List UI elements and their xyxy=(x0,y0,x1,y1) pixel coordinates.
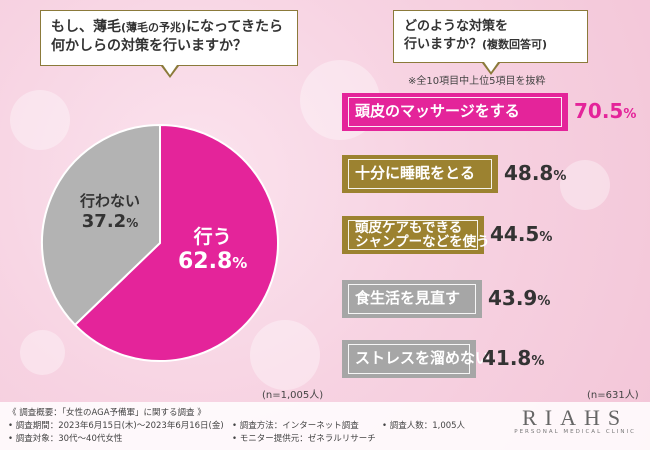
bar-item: 頭皮ケアもできる シャンプーなどを使う xyxy=(342,216,490,254)
bokeh-decoration xyxy=(560,160,610,210)
pie-slice-do xyxy=(73,123,279,362)
brand-logo: RIAHS PERSONAL MEDICAL CLINIC xyxy=(514,405,636,435)
right-question-line2b: (複数回答可) xyxy=(482,37,548,51)
bar-value: 44.5% xyxy=(490,222,552,246)
left-question-line1a: もし、薄毛 xyxy=(51,19,121,35)
bar-label-line: ストレスを溜めない xyxy=(355,349,491,368)
pie-slice-dont xyxy=(41,123,161,327)
bokeh-decoration xyxy=(10,90,70,150)
bar-label: ストレスを溜めない xyxy=(348,344,490,374)
pie-label-do-value: 62.8 xyxy=(178,249,233,274)
left-question-line1b: (薄毛の予兆) xyxy=(121,21,187,34)
bar-label-line: 食生活を見直す xyxy=(355,289,461,308)
bar-value-number: 41.8 xyxy=(482,346,532,370)
bar-label-line: 頭皮ケアもできる xyxy=(355,219,463,236)
left-question-line1c: になってきたら xyxy=(186,19,283,35)
bar-value-unit: % xyxy=(539,230,553,245)
right-question-line2a: 行いますか？ xyxy=(404,36,483,52)
footer-count: • 調査人数：1,005人 xyxy=(382,421,466,431)
bar-label-line: 十分に睡眠をとる xyxy=(355,164,476,183)
bar-value: 43.9% xyxy=(488,286,550,310)
bar-value-number: 44.5 xyxy=(490,222,540,246)
bokeh-decoration xyxy=(250,320,320,390)
bar-label-line: シャンプーなどを使う xyxy=(355,234,490,250)
pie-label-dont-value: 37.2 xyxy=(81,211,127,232)
bar-value: 48.8% xyxy=(504,161,566,185)
bar-value-number: 48.8 xyxy=(504,161,554,185)
footer-period: • 調査期間：2023年6月15日(木)〜2023年6月16日(金) xyxy=(8,421,224,431)
brand-subtitle: PERSONAL MEDICAL CLINIC xyxy=(514,429,636,435)
bar-value-unit: % xyxy=(537,294,551,309)
bar-label: 十分に睡眠をとる xyxy=(348,159,492,189)
survey-footer: 《 調査概要：「女性のAGA予備軍」に関する調査 》 • 調査期間：2023年6… xyxy=(0,402,650,450)
selection-note: ※全10項目中上位5項目を抜粋 xyxy=(408,76,546,87)
right-question-line1: どのような対策を xyxy=(404,19,509,34)
bar-value: 70.5% xyxy=(574,99,636,123)
right-question-box: どのような対策を 行いますか？(複数回答可) xyxy=(393,10,588,63)
brand-name: RIAHS xyxy=(522,405,629,430)
pie-label-dont-name: 行わない xyxy=(80,192,141,210)
bar-item: 頭皮のマッサージをする xyxy=(342,93,568,131)
right-question-tail xyxy=(482,62,500,75)
left-question-box: もし、薄毛(薄毛の予兆)になってきたら 何かしらの対策を行いますか？ xyxy=(40,10,298,66)
bar-item: ストレスを溜めない xyxy=(342,340,490,378)
footer-target: • 調査対象：30代〜40代女性 xyxy=(8,434,123,444)
pie-label-do: 行う 62.8% xyxy=(178,222,247,274)
bar-value: 41.8% xyxy=(482,346,544,370)
bar-label: 頭皮ケアもできる シャンプーなどを使う xyxy=(348,219,490,250)
pie-label-dont: 行わない 37.2% xyxy=(80,190,140,232)
bar-value-number: 70.5 xyxy=(574,99,624,123)
bar-value-unit: % xyxy=(553,169,567,184)
bar-value-unit: % xyxy=(531,354,545,369)
bokeh-decoration xyxy=(20,330,65,375)
pie-sample-size: (n=1,005人) xyxy=(262,390,324,401)
bar-label: 食生活を見直す xyxy=(348,284,476,314)
left-question-line2: 何かしらの対策を行いますか？ xyxy=(51,37,247,54)
footer-title: 《 調査概要：「女性のAGA予備軍」に関する調査 》 xyxy=(8,408,206,418)
footer-method: • 調査方法：インターネット調査 xyxy=(232,421,359,431)
left-question-tail xyxy=(161,65,179,78)
bar-item: 食生活を見直す xyxy=(342,280,482,318)
pie-label-dont-unit: % xyxy=(126,216,139,230)
bar-item: 十分に睡眠をとる xyxy=(342,155,498,193)
bar-label: 頭皮のマッサージをする xyxy=(348,97,562,127)
bar-value-number: 43.9 xyxy=(488,286,538,310)
bar-value-unit: % xyxy=(623,107,637,122)
bar-label-line: 頭皮のマッサージをする xyxy=(355,102,520,121)
footer-provider: • モニター提供元：ゼネラルリサーチ xyxy=(232,434,376,444)
bar-sample-size: (n=631人) xyxy=(587,390,639,401)
pie-label-do-unit: % xyxy=(232,254,248,272)
pie-label-do-name: 行う xyxy=(193,226,232,248)
